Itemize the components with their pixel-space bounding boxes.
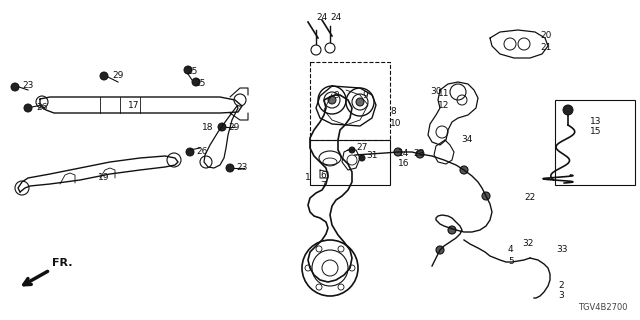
Text: 9: 9 [362,91,368,100]
Text: 24: 24 [330,13,341,22]
Circle shape [100,72,108,80]
Circle shape [226,164,234,172]
Text: 12: 12 [438,100,449,109]
Text: 8: 8 [390,108,396,116]
Text: 2: 2 [558,281,564,290]
Text: 31: 31 [366,151,378,161]
Circle shape [448,226,456,234]
Text: 26: 26 [36,102,47,111]
Text: 14: 14 [398,148,410,157]
Text: 10: 10 [390,118,401,127]
Text: 16: 16 [398,159,410,169]
Text: 21: 21 [540,43,552,52]
Text: 23: 23 [22,82,33,91]
Text: 27: 27 [356,143,367,153]
Text: 22: 22 [524,194,535,203]
Text: 30: 30 [430,87,442,97]
Text: 13: 13 [590,116,602,125]
Text: 26: 26 [196,148,207,156]
Text: 32: 32 [522,238,533,247]
Text: 29: 29 [112,71,124,81]
Circle shape [11,83,19,91]
Circle shape [416,150,424,158]
Text: 3: 3 [558,292,564,300]
Text: 5: 5 [508,257,514,266]
Text: TGV4B2700: TGV4B2700 [579,303,628,312]
Text: 1: 1 [305,173,311,182]
Text: FR.: FR. [52,258,72,268]
Text: 28: 28 [413,148,424,157]
Circle shape [359,155,365,161]
Circle shape [394,148,402,156]
Text: 9: 9 [333,91,339,100]
Circle shape [24,104,32,112]
Text: 6: 6 [320,171,326,180]
Circle shape [460,166,468,174]
Circle shape [349,147,355,153]
Text: 33: 33 [556,245,568,254]
Text: 34: 34 [461,135,472,145]
Text: 11: 11 [438,90,449,99]
Text: 7: 7 [320,181,326,190]
Text: 15: 15 [590,127,602,137]
Text: 23: 23 [236,164,248,172]
Circle shape [192,78,200,86]
Bar [310,62,390,140]
Circle shape [184,66,192,74]
Text: 4: 4 [508,245,514,254]
Text: 19: 19 [98,173,109,182]
Circle shape [218,123,226,131]
Circle shape [186,148,194,156]
Circle shape [563,105,573,115]
Bar [555,100,635,185]
Circle shape [482,192,490,200]
Text: 25: 25 [186,67,197,76]
Text: 17: 17 [128,100,140,109]
Text: 29: 29 [228,123,239,132]
Circle shape [356,98,364,106]
Bar [310,140,390,185]
Text: 18: 18 [202,123,214,132]
Text: 24: 24 [316,13,327,22]
Circle shape [328,96,336,104]
Text: 25: 25 [194,78,205,87]
Text: 20: 20 [540,31,552,41]
Circle shape [436,246,444,254]
